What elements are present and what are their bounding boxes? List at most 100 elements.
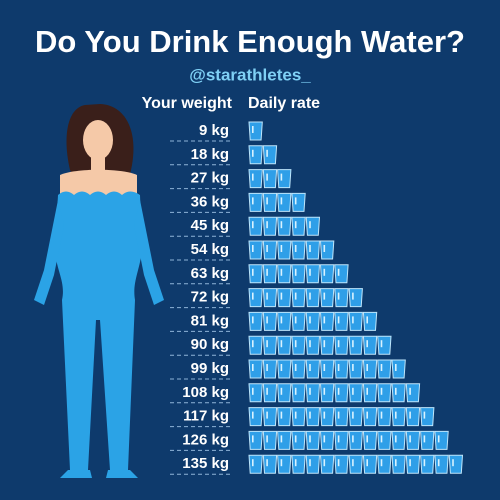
glass-shine <box>323 340 326 348</box>
glass-shine <box>280 459 283 467</box>
glass-shine <box>337 411 340 419</box>
weight-label: 36 kg <box>191 193 229 210</box>
glass-shine <box>280 411 283 419</box>
glass-shine <box>294 221 297 229</box>
glass-row <box>248 383 421 403</box>
glass-shine <box>280 316 283 324</box>
glass <box>362 454 378 474</box>
glass <box>391 359 406 379</box>
glass <box>377 359 392 379</box>
glass <box>348 359 363 379</box>
glass-shine <box>352 340 354 348</box>
glass-shine <box>280 268 283 276</box>
weight-label: 27 kg <box>191 170 229 187</box>
glass <box>291 335 306 355</box>
glass-row <box>248 288 363 308</box>
glass-row <box>248 311 378 331</box>
glass <box>348 288 363 308</box>
glass <box>291 288 306 308</box>
glass-row <box>248 169 292 189</box>
glass <box>305 216 321 236</box>
glass <box>248 145 263 165</box>
glass-shine <box>252 316 254 324</box>
glass <box>334 430 349 450</box>
glass-shine <box>252 268 254 276</box>
glass-shine <box>395 364 397 371</box>
glass-shine <box>294 268 297 276</box>
glass-shine <box>252 459 254 467</box>
column-header: Your weight <box>142 95 233 112</box>
glass-shine <box>280 292 283 300</box>
glass-shine <box>366 387 368 395</box>
glass <box>391 407 406 427</box>
glass-shine <box>252 435 254 443</box>
glass <box>248 430 263 450</box>
glass <box>248 454 263 474</box>
glass <box>305 335 321 355</box>
glass-shine <box>366 411 368 419</box>
glass-row <box>248 121 263 141</box>
glass-row <box>248 454 464 474</box>
weight-label: 81 kg <box>191 312 229 329</box>
glass-shine <box>366 364 368 371</box>
glass <box>334 359 349 379</box>
glass <box>348 383 363 403</box>
weight-label: 54 kg <box>191 241 229 258</box>
glass <box>434 430 449 450</box>
glass <box>405 430 421 450</box>
glass <box>291 216 306 236</box>
glass-shine <box>352 459 354 467</box>
glass <box>334 288 349 308</box>
glass-shine <box>294 245 297 252</box>
glass <box>277 216 292 236</box>
weight-label: 63 kg <box>191 265 229 282</box>
glass-shine <box>409 459 411 467</box>
glass <box>377 383 392 403</box>
glass <box>262 311 278 331</box>
glass <box>362 359 378 379</box>
glass-shine <box>266 221 268 229</box>
glass <box>348 430 363 450</box>
glass-shine <box>337 268 340 276</box>
glass-shine <box>252 364 254 371</box>
glass-shine <box>266 149 268 157</box>
glass-shine <box>409 387 411 395</box>
glass-shine <box>452 459 454 467</box>
glass <box>362 311 378 331</box>
glass <box>248 383 263 403</box>
glass-shine <box>352 435 354 443</box>
glass <box>391 454 406 474</box>
glass-shine <box>294 435 297 443</box>
glass-row <box>248 145 278 165</box>
glass <box>405 383 421 403</box>
glass <box>277 359 292 379</box>
glass-shine <box>366 316 368 324</box>
glass <box>277 335 292 355</box>
glass-shine <box>280 245 283 252</box>
glass-row <box>248 264 349 284</box>
glass <box>277 383 292 403</box>
glass-shine <box>380 459 383 467</box>
glass <box>291 264 306 284</box>
glass <box>319 359 335 379</box>
glass-shine <box>252 221 254 229</box>
glass <box>319 288 335 308</box>
glass <box>305 311 321 331</box>
glass <box>277 311 292 331</box>
glass-shine <box>266 364 268 371</box>
glass <box>291 359 306 379</box>
glass <box>248 335 263 355</box>
glass <box>319 383 335 403</box>
glass-shine <box>252 387 254 395</box>
glass-shine <box>266 316 268 324</box>
glass <box>348 407 363 427</box>
glass <box>262 359 278 379</box>
glass <box>248 192 263 212</box>
glass-shine <box>337 364 340 371</box>
glass-shine <box>309 435 311 443</box>
glass <box>248 407 263 427</box>
glass <box>362 430 378 450</box>
glass <box>319 407 335 427</box>
glass-shine <box>252 149 254 157</box>
glass-shine <box>280 340 283 348</box>
